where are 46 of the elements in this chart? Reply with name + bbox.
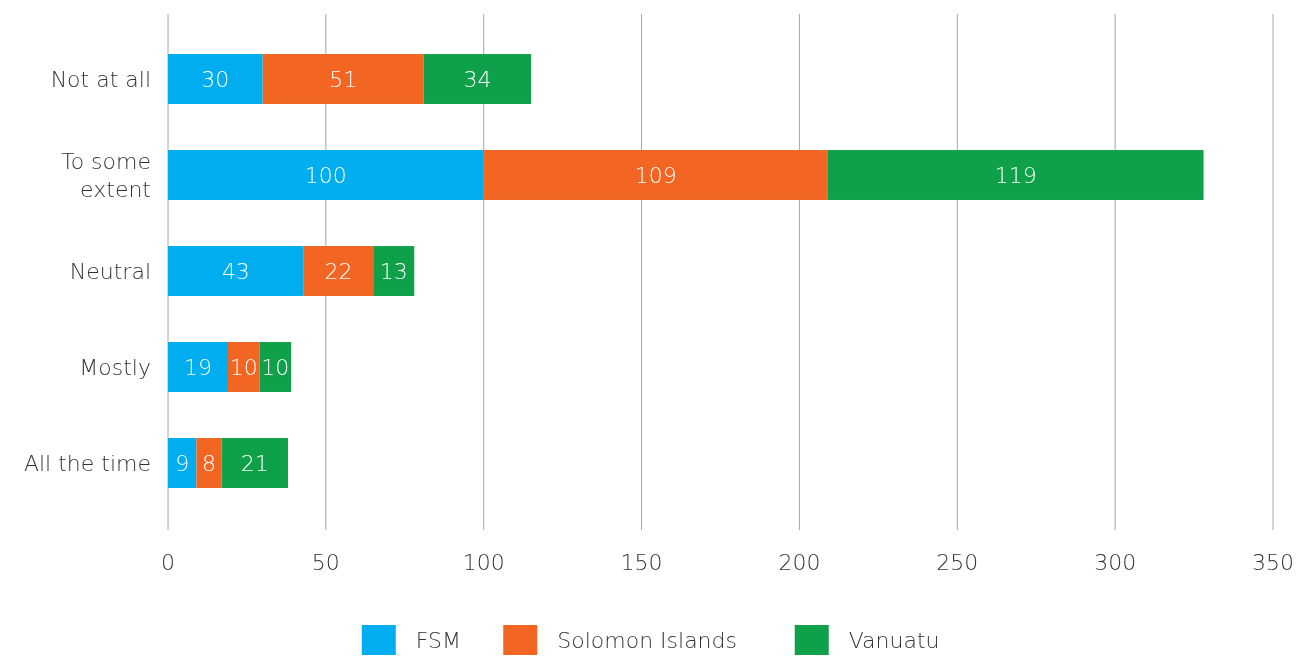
- data-label: 34: [463, 66, 492, 92]
- x-tick-label: 100: [462, 549, 505, 575]
- x-tick-label: 350: [1252, 549, 1294, 575]
- bar: [196, 438, 222, 488]
- data-label: 19: [183, 354, 212, 380]
- legend-label: FSM: [415, 627, 461, 653]
- data-label: 30: [201, 66, 230, 92]
- bar: [483, 150, 828, 200]
- y-tick-label: All the time: [23, 450, 151, 476]
- bar: [262, 54, 424, 104]
- data-label: 10: [229, 354, 258, 380]
- bar: [221, 438, 288, 488]
- x-tick-label: 50: [311, 549, 340, 575]
- bar: [373, 246, 415, 296]
- legend-label: Vanuatu: [848, 627, 940, 653]
- bar: [303, 246, 374, 296]
- data-label: 10: [261, 354, 290, 380]
- x-tick-label: 150: [620, 549, 663, 575]
- y-tick-label: Neutral: [69, 258, 151, 284]
- bar: [423, 54, 532, 104]
- data-label: 109: [634, 162, 677, 188]
- bar: [168, 54, 263, 104]
- bar: [168, 246, 304, 296]
- y-tick-label: Not at all: [50, 66, 151, 92]
- bar: [168, 342, 228, 392]
- x-tick-label: 0: [161, 549, 175, 575]
- legend-label: Solomon Islands: [557, 627, 737, 653]
- x-tick-label: 250: [936, 549, 979, 575]
- data-label: 21: [240, 450, 269, 476]
- data-label: 51: [329, 66, 358, 92]
- y-tick-label: To some extent: [60, 148, 151, 202]
- data-label: 100: [304, 162, 347, 188]
- bar: [168, 150, 484, 200]
- data-label: 13: [379, 258, 408, 284]
- bar: [827, 150, 1204, 200]
- data-label: 8: [202, 450, 217, 476]
- x-tick-label: 300: [1094, 549, 1137, 575]
- data-label: 9: [175, 450, 190, 476]
- data-label: 43: [221, 258, 250, 284]
- y-tick-label: Mostly: [79, 354, 151, 380]
- data-label: 119: [994, 162, 1037, 188]
- bar: [168, 438, 197, 488]
- data-label: 22: [324, 258, 353, 284]
- bar: [259, 342, 292, 392]
- x-tick-label: 200: [778, 549, 821, 575]
- bar: [227, 342, 260, 392]
